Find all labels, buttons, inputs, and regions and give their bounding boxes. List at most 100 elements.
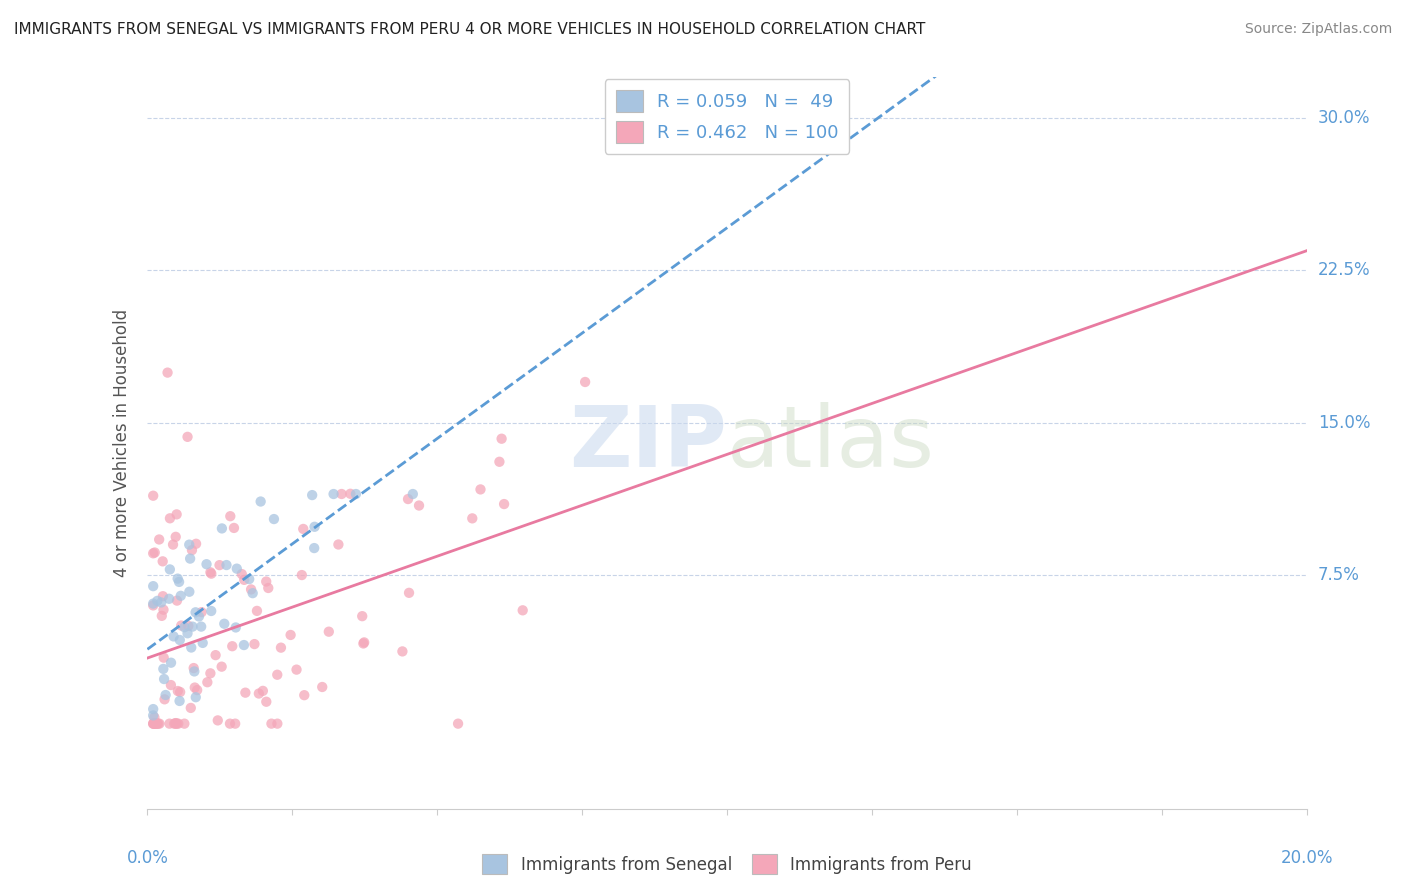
Point <box>181 619 204 633</box>
Point <box>143 545 166 559</box>
Point <box>142 702 165 716</box>
Point <box>166 716 188 731</box>
Point <box>153 692 176 706</box>
Point <box>152 603 174 617</box>
Point <box>152 554 174 568</box>
Point <box>291 568 314 582</box>
Point <box>204 648 226 662</box>
Point <box>166 508 188 522</box>
Point <box>142 597 165 611</box>
Point <box>145 716 167 731</box>
Point <box>408 499 430 513</box>
Point <box>391 644 413 658</box>
Point <box>152 589 174 603</box>
Point <box>249 494 271 508</box>
Point <box>180 640 202 655</box>
Point <box>231 567 253 582</box>
Point <box>179 551 201 566</box>
Text: 22.5%: 22.5% <box>1317 261 1371 279</box>
Point <box>142 546 165 560</box>
Point <box>352 609 374 624</box>
Point <box>163 716 186 731</box>
Point <box>252 684 274 698</box>
Point <box>183 661 205 675</box>
Point <box>195 675 218 690</box>
Point <box>184 690 207 705</box>
Point <box>181 543 204 558</box>
Point <box>165 716 187 731</box>
Point <box>344 487 367 501</box>
Point <box>302 541 325 555</box>
Point <box>179 538 201 552</box>
Text: ZIP: ZIP <box>569 401 727 484</box>
Point <box>254 574 277 589</box>
Text: atlas: atlas <box>727 401 935 484</box>
Point <box>208 558 231 573</box>
Point <box>159 511 181 525</box>
Text: 30.0%: 30.0% <box>1317 109 1371 127</box>
Point <box>233 573 256 587</box>
Point <box>190 605 212 619</box>
Point <box>339 487 361 501</box>
Point <box>142 708 165 723</box>
Point <box>167 716 190 731</box>
Text: 0.0%: 0.0% <box>127 849 169 867</box>
Point <box>195 558 218 572</box>
Point <box>200 666 222 681</box>
Point <box>190 619 212 633</box>
Point <box>157 591 180 606</box>
Point <box>224 716 246 731</box>
Point <box>488 455 510 469</box>
Point <box>160 678 183 692</box>
Point <box>159 562 181 576</box>
Point <box>222 521 245 535</box>
Point <box>318 624 340 639</box>
Point <box>353 635 375 649</box>
Point <box>146 594 169 608</box>
Point <box>184 605 207 619</box>
Point <box>200 566 222 581</box>
Point <box>398 586 420 600</box>
Point <box>152 650 174 665</box>
Point <box>150 595 173 609</box>
Point <box>176 626 198 640</box>
Point <box>225 561 247 575</box>
Point <box>167 574 190 589</box>
Point <box>219 716 242 731</box>
Point <box>148 716 170 731</box>
Point <box>247 686 270 700</box>
Point <box>494 497 516 511</box>
Point <box>162 538 184 552</box>
Point <box>328 537 350 551</box>
Legend: Immigrants from Senegal, Immigrants from Peru: Immigrants from Senegal, Immigrants from… <box>475 847 979 881</box>
Point <box>396 491 419 506</box>
Point <box>304 520 326 534</box>
Point <box>186 683 208 698</box>
Point <box>143 716 166 731</box>
Point <box>146 716 169 731</box>
Point <box>153 672 176 686</box>
Point <box>177 619 200 633</box>
Point <box>257 581 280 595</box>
Point <box>142 716 165 731</box>
Point <box>180 701 202 715</box>
Point <box>200 604 222 618</box>
Point <box>152 662 174 676</box>
Point <box>179 584 201 599</box>
Point <box>240 582 263 597</box>
Point <box>148 716 170 731</box>
Point <box>266 667 288 681</box>
Point <box>260 716 283 731</box>
Point <box>254 695 277 709</box>
Text: Source: ZipAtlas.com: Source: ZipAtlas.com <box>1244 22 1392 37</box>
Point <box>159 716 181 731</box>
Point <box>243 637 266 651</box>
Point <box>169 694 191 708</box>
Point <box>142 716 165 731</box>
Point <box>169 632 191 647</box>
Point <box>215 558 238 572</box>
Point <box>574 375 596 389</box>
Point <box>173 716 195 731</box>
Point <box>447 716 470 731</box>
Point <box>166 572 188 586</box>
